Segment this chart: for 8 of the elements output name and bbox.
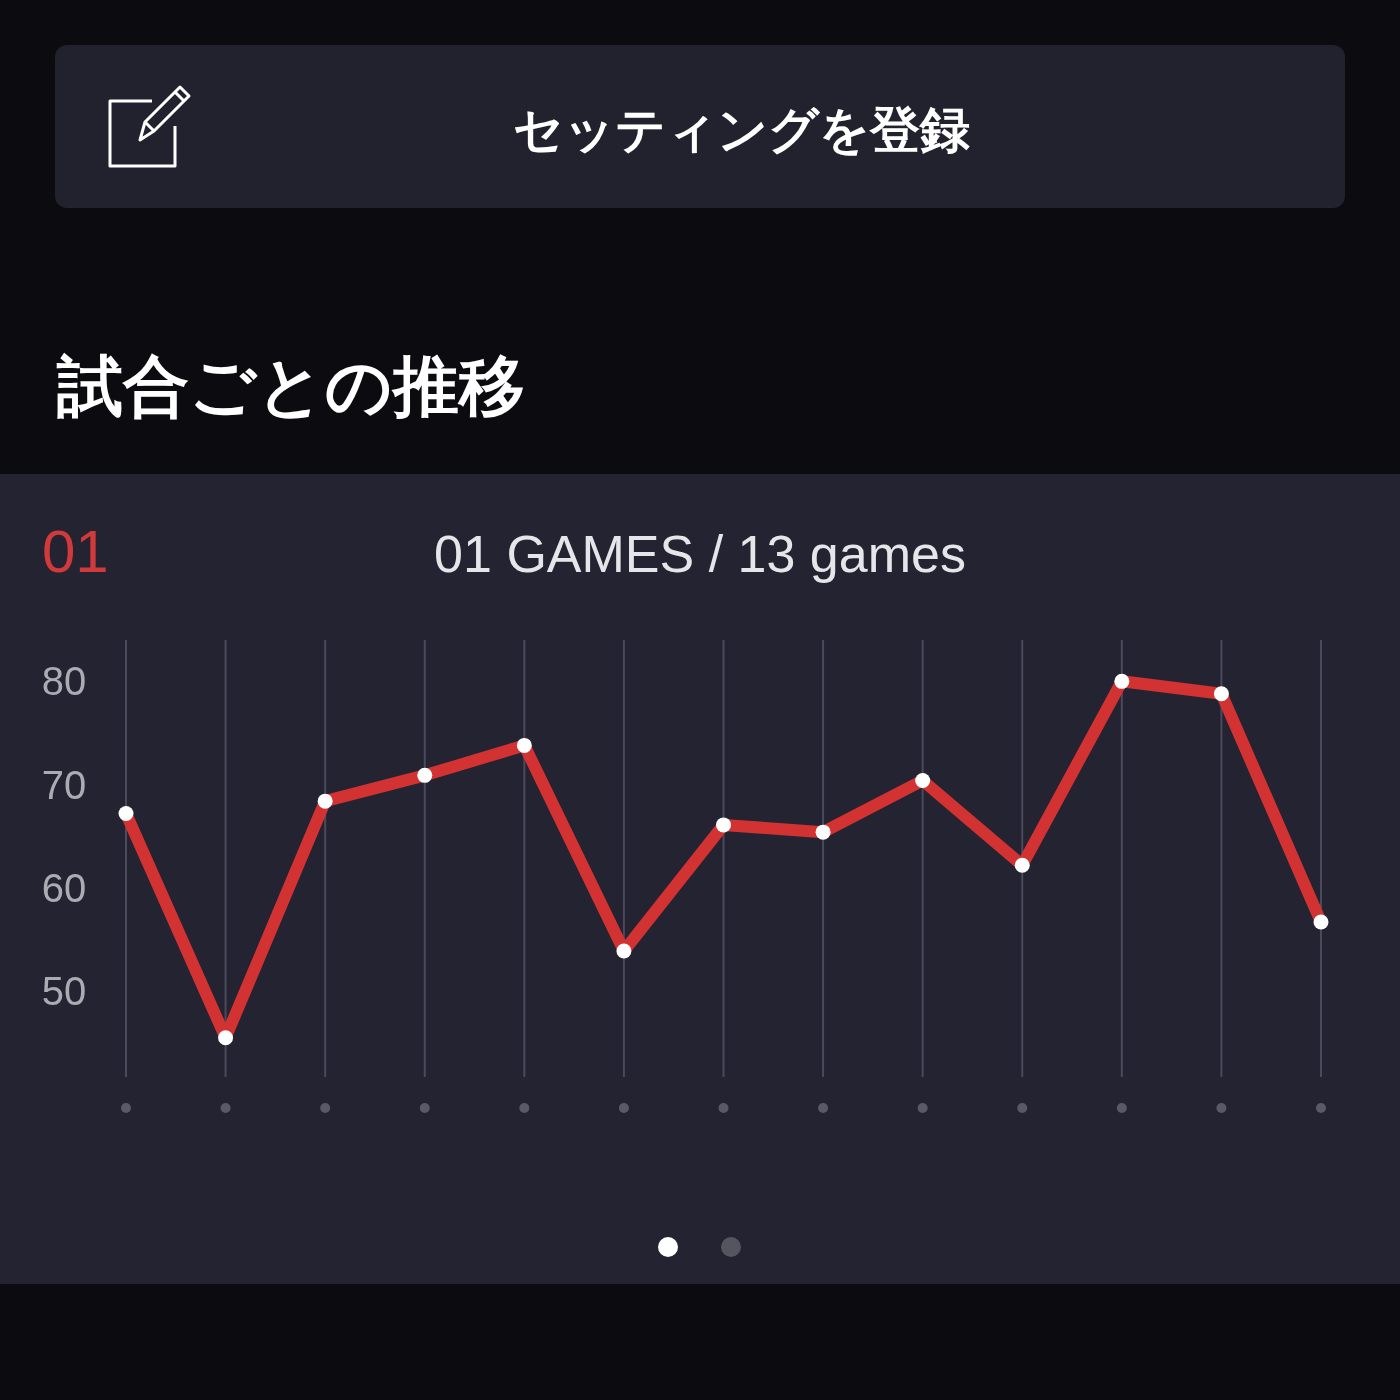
title: 試合ごとの推移 [57,349,525,423]
y-tick-label: 50 [41,969,87,1014]
subtitle: 01 GAMES / 13 games [434,525,966,583]
y-tick-label: 60 [41,865,87,910]
button-label: セッティングを登録 [512,102,970,158]
y-tick-label: 70 [41,762,87,807]
annotation: 01 [42,518,109,585]
y-tick-label: 80 [41,659,87,704]
